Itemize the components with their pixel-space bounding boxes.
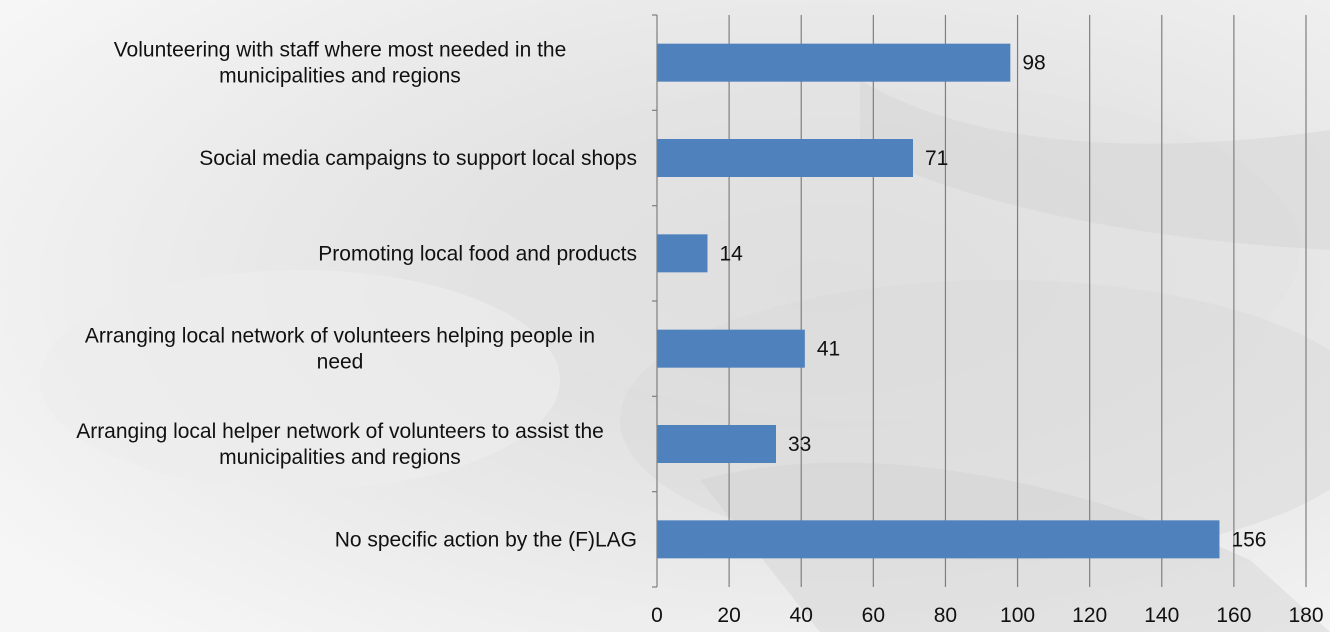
category-label: Social media campaigns to support local … — [199, 147, 637, 170]
x-tick-label: 0 — [651, 604, 663, 627]
bar — [657, 329, 805, 368]
category-label: No specific action by the (F)LAG — [335, 528, 637, 551]
category-label-line: municipalities and regions — [219, 446, 461, 469]
x-tick-label: 120 — [1072, 604, 1107, 627]
labels: 0 20 40 60 80 100 120 140 160 180 98 Volunteering w… — [76, 39, 1323, 627]
bars — [657, 43, 1220, 559]
x-tick-label: 180 — [1288, 604, 1323, 627]
x-tick-label: 140 — [1144, 604, 1179, 627]
category-label: Promoting local food and products — [318, 242, 637, 265]
category-label-line: No specific action by the (F)LAG — [335, 528, 637, 551]
category-label: Arranging local network of volunteers he… — [85, 325, 595, 374]
bar — [657, 425, 776, 463]
bar — [657, 520, 1220, 559]
category-label-line: Arranging local helper network of volunt… — [76, 420, 604, 443]
x-tick-label: 40 — [790, 604, 813, 627]
bar — [657, 139, 913, 177]
category-label: Volunteering with staff where most neede… — [114, 39, 567, 88]
x-tick-label: 160 — [1216, 604, 1251, 627]
data-label: 156 — [1231, 528, 1266, 551]
x-tick-label: 60 — [862, 604, 885, 627]
category-label-line: Volunteering with staff where most neede… — [114, 39, 567, 62]
bar — [657, 234, 708, 273]
data-label: 33 — [788, 433, 811, 456]
x-tick-label: 80 — [934, 604, 957, 627]
gridlines — [728, 15, 1307, 587]
category-label-line: Promoting local food and products — [318, 242, 637, 265]
data-label: 41 — [817, 338, 840, 361]
category-label-line: municipalities and regions — [219, 65, 461, 88]
data-label: 98 — [1022, 52, 1045, 75]
x-tick-label: 20 — [717, 604, 740, 627]
data-label: 71 — [925, 147, 948, 170]
category-label-line: Social media campaigns to support local … — [199, 147, 637, 170]
bar — [657, 43, 1011, 82]
category-label: Arranging local helper network of volunt… — [76, 420, 604, 469]
category-label-line: Arranging local network of volunteers he… — [85, 325, 595, 348]
category-label-line: need — [317, 351, 364, 374]
x-tick-label: 100 — [1000, 604, 1035, 627]
data-label: 14 — [719, 242, 743, 265]
axes — [652, 14, 658, 588]
